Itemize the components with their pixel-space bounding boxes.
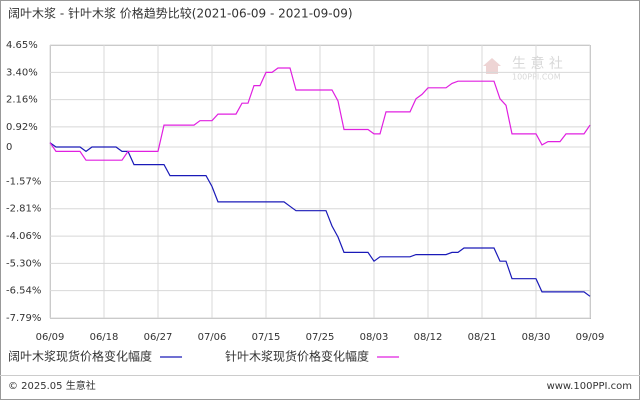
series-line — [49, 67, 591, 161]
x-tick-label: 08/21 — [468, 332, 497, 343]
y-tick-label: 0.92% — [6, 122, 38, 133]
y-tick-label: 4.65% — [6, 40, 38, 51]
y-tick-label: -2.81% — [6, 204, 41, 215]
x-tick-label: 08/03 — [360, 332, 389, 343]
y-tick-label: 0 — [6, 142, 12, 153]
y-tick-label: -6.54% — [6, 286, 41, 297]
y-tick-label: 3.40% — [6, 67, 38, 78]
y-tick-label: -7.79% — [6, 313, 41, 324]
x-tick-label: 07/25 — [306, 332, 335, 343]
x-tick-label: 06/18 — [90, 332, 119, 343]
x-tick-label: 07/06 — [198, 332, 227, 343]
y-tick-label: -5.30% — [6, 258, 41, 269]
x-tick-label: 08/30 — [522, 332, 551, 343]
x-tick-label: 06/27 — [144, 332, 173, 343]
y-tick-label: -4.06% — [6, 231, 41, 242]
y-tick-label: 2.16% — [6, 95, 38, 106]
footer-left: © 2025.05 生意社 — [8, 379, 96, 392]
chart-title: 阔叶木浆 - 针叶木浆 价格趋势比较(2021-06-09 - 2021-09-… — [8, 6, 353, 21]
x-tick-label: 06/09 — [36, 332, 65, 343]
watermark-icon — [483, 58, 501, 74]
watermark-text: 生 意 社 — [512, 55, 563, 72]
x-tick-label: 08/12 — [414, 332, 443, 343]
x-tick-label: 07/15 — [252, 332, 281, 343]
legend-label: 阔叶木浆现货价格变化幅度 — [8, 349, 152, 364]
x-tick-label: 09/09 — [576, 332, 605, 343]
legend-label: 针叶木浆现货价格变化幅度 — [225, 349, 369, 364]
footer-right: www.100PPI.com — [547, 381, 632, 392]
series-line — [49, 142, 591, 297]
y-tick-label: -1.57% — [6, 177, 41, 188]
